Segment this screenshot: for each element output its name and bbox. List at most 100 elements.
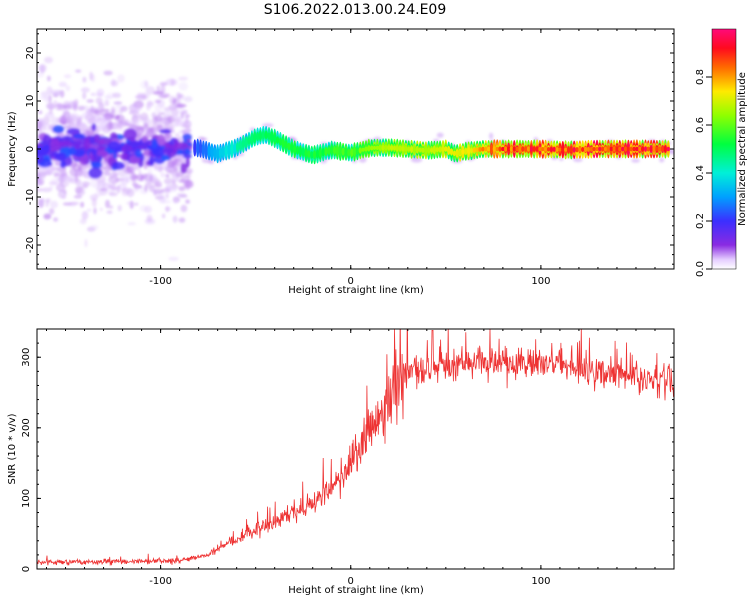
ridge-cell — [387, 145, 391, 151]
colorbar-tick-label: 0.0 — [695, 261, 706, 277]
ridge-cell — [392, 145, 397, 151]
ridge-cell — [364, 146, 368, 152]
noise-core-blob — [69, 146, 76, 156]
ridge-cell — [515, 146, 519, 152]
noise-core-blob — [37, 153, 44, 164]
noise-blob — [54, 102, 63, 111]
ridge-cell — [236, 142, 240, 152]
ridge-cell — [218, 147, 223, 159]
noise-blob — [174, 133, 180, 138]
noise-blob — [99, 134, 105, 138]
noise-blob — [90, 92, 95, 96]
noise-blob — [41, 121, 49, 127]
noise-blob — [58, 116, 67, 122]
noise-blob — [136, 173, 145, 182]
noise-blob — [89, 224, 99, 231]
ridge-cell — [495, 146, 499, 152]
ridge-halo-blob — [631, 158, 640, 163]
ridge-cell — [381, 145, 385, 151]
noise-blob — [103, 170, 111, 176]
noise-core-blob — [112, 153, 118, 159]
noise-blob — [134, 202, 139, 206]
noise-blob — [144, 205, 153, 214]
noise-blob — [53, 171, 60, 178]
noise-blob — [99, 207, 103, 211]
noise-core-blob — [60, 160, 66, 169]
ridge-cell — [315, 149, 320, 159]
noise-blob — [48, 208, 55, 215]
noise-blob — [116, 184, 121, 194]
ridge-cell — [572, 147, 576, 153]
spectrogram-ylabel: Frequency (Hz) — [7, 111, 18, 187]
ridge-cell — [250, 135, 254, 144]
noise-blob — [183, 96, 193, 103]
ridge-cell — [512, 146, 516, 152]
ridge-cell — [244, 138, 248, 147]
spectrogram-ytick-label: 20 — [25, 47, 36, 60]
spectrogram-ridge — [193, 125, 670, 165]
noise-blob — [154, 103, 166, 111]
ridge-cell — [646, 146, 650, 152]
colorbar-tick-label: 0.4 — [695, 165, 706, 181]
noise-blob — [89, 108, 101, 113]
noise-blob — [49, 165, 57, 172]
ridge-cell — [310, 151, 314, 159]
noise-core-blob — [147, 145, 153, 151]
noise-blob — [131, 107, 142, 112]
ridge-cell — [663, 146, 668, 152]
ridge-cell — [641, 146, 645, 152]
noise-core-blob — [96, 150, 108, 157]
ridge-cell — [652, 146, 656, 152]
snr-ytick-label: 300 — [21, 348, 32, 367]
snr-xtick-label: 0 — [348, 576, 354, 587]
ridge-cell — [424, 147, 428, 153]
noise-blob — [145, 86, 156, 95]
ridge-cell — [438, 146, 442, 153]
noise-blob — [117, 74, 125, 83]
snr-xtick-label: -100 — [149, 576, 172, 587]
noise-blob — [138, 130, 143, 134]
ridge-cell — [615, 146, 619, 152]
ridge-cell — [469, 148, 474, 154]
noise-core-blob — [185, 157, 190, 168]
ridge-cell — [609, 146, 613, 152]
noise-core-blob — [111, 161, 125, 170]
noise-blob — [79, 218, 87, 225]
noise-blob — [121, 188, 129, 197]
ridge-cell — [635, 146, 639, 152]
noise-blob — [37, 122, 42, 131]
noise-blob — [68, 178, 79, 184]
ridge-cell — [204, 141, 208, 160]
noise-blob — [82, 92, 87, 100]
ridge-cell — [233, 142, 237, 155]
ridge-cell — [458, 149, 462, 156]
spectrogram-xtick-label: 100 — [531, 276, 550, 287]
ridge-cell — [655, 146, 659, 152]
noise-core-blob — [47, 139, 62, 152]
ridge-cell — [253, 133, 257, 142]
noise-blob — [105, 122, 114, 131]
ridge-cell — [390, 145, 394, 151]
ridge-cell — [601, 146, 605, 152]
noise-blob — [161, 213, 166, 219]
noise-blob — [48, 110, 54, 115]
noise-core-blob — [91, 148, 98, 156]
noise-blob — [172, 98, 177, 105]
noise-blob — [184, 174, 191, 180]
ridge-cell — [581, 147, 585, 152]
ridge-cell — [447, 147, 451, 153]
noise-blob — [149, 184, 155, 193]
ridge-cell — [227, 143, 231, 157]
noise-blob — [161, 199, 172, 204]
colorbar-tick-label: 0.2 — [695, 213, 706, 229]
noise-blob — [168, 256, 179, 261]
noise-blob — [146, 214, 153, 222]
ridge-cell — [307, 150, 311, 158]
noise-blob — [41, 187, 53, 193]
ridge-cell — [598, 146, 602, 152]
ridge-cell — [509, 146, 513, 152]
noise-blob — [62, 107, 66, 116]
ridge-cell — [261, 131, 265, 140]
